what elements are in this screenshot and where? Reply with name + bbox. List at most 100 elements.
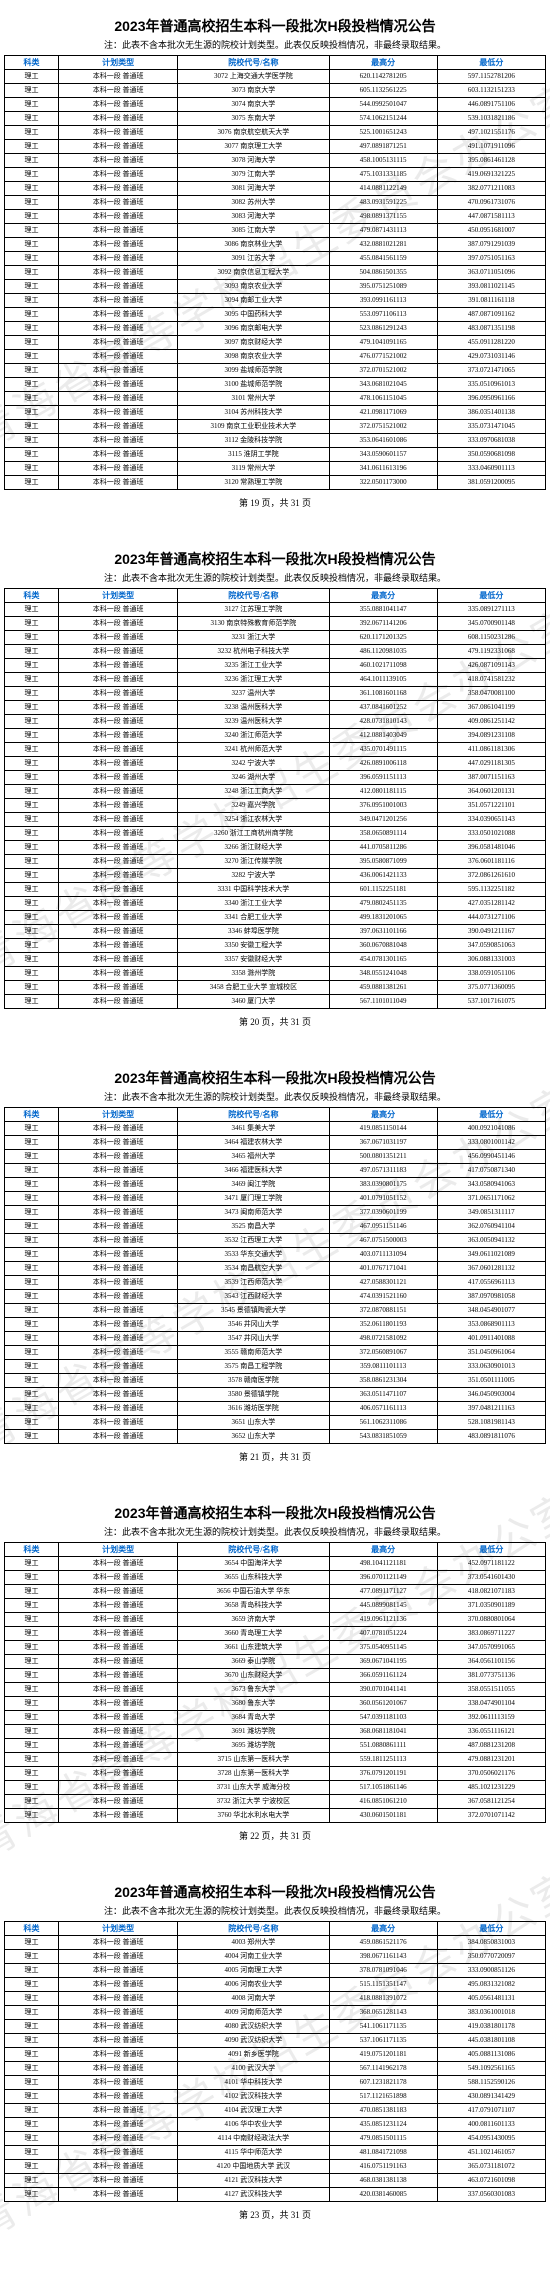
table-cell: 本科一段 普通班 [59,911,178,925]
table-row: 理工本科一段 普通班3099 盐城师范学院372.0701521002373.0… [5,364,546,378]
table-cell: 419.0381801178 [437,2020,545,2034]
table-cell: 本科一段 普通班 [59,140,178,154]
table-row: 理工本科一段 普通班3094 南邮工业大学393.0991161113391.0… [5,294,546,308]
table-row: 理工本科一段 普通班3358 滁州学院348.0551241048338.059… [5,967,546,981]
column-header: 科类 [5,1922,59,1936]
table-row: 理工本科一段 普通班3241 杭州师范大学435.0701491115411.0… [5,743,546,757]
table-cell: 370.0506021176 [437,1767,545,1781]
table-cell: 本科一段 普通班 [59,1276,178,1290]
table-cell: 333.0630901013 [437,1360,545,1374]
table-cell: 本科一段 普通班 [59,1753,178,1767]
table-cell: 理工 [5,1234,59,1248]
table-row: 理工本科一段 普通班3282 宁波大学436.0061421133372.086… [5,869,546,883]
table-cell: 本科一段 普通班 [59,1220,178,1234]
table-cell: 3073 南京大学 [178,84,329,98]
table-cell: 3248 浙江工商大学 [178,785,329,799]
table-cell: 372.0701071142 [437,1809,545,1823]
table-cell: 4091 新乡医学院 [178,2048,329,2062]
table-cell: 470.0961731076 [437,196,545,210]
table-row: 理工本科一段 普通班4091 新乡医学院419.0751201181405.08… [5,2048,546,2062]
table-cell: 456.0990451146 [437,1150,545,1164]
table-cell: 本科一段 普通班 [59,729,178,743]
table-cell: 理工 [5,2048,59,2062]
table-row: 理工本科一段 普通班4101 华中科技大学607.1231821178588.1… [5,2076,546,2090]
table-cell: 338.0474901104 [437,1697,545,1711]
table-cell: 本科一段 普通班 [59,2132,178,2146]
data-table: 科类计划类型院校代号/名称最高分最低分理工本科一段 普通班3461 集美大学41… [4,1107,546,1444]
table-cell: 本科一段 普通班 [59,336,178,350]
table-cell: 本科一段 普通班 [59,1992,178,2006]
table-row: 理工本科一段 普通班3254 浙江农林大学349.0471201256334.0… [5,813,546,827]
table-cell: 458.1005131115 [329,154,437,168]
table-cell: 理工 [5,1739,59,1753]
table-row: 理工本科一段 普通班4009 河南师范大学368.0651281143383.0… [5,2006,546,2020]
table-cell: 本科一段 普通班 [59,112,178,126]
table-cell: 337.0560301083 [437,2188,545,2202]
table-cell: 479.1192331068 [437,645,545,659]
table-cell: 本科一段 普通班 [59,925,178,939]
table-cell: 360.0561201067 [329,1697,437,1711]
table-cell: 420.0381460085 [329,2188,437,2202]
table-cell: 3075 东南大学 [178,112,329,126]
table-cell: 4127 武汉科技大学 [178,2188,329,2202]
table-cell: 理工 [5,1276,59,1290]
table-cell: 3340 浙江工业大学 [178,897,329,911]
table-cell: 理工 [5,2006,59,2020]
table-cell: 3081 河海大学 [178,182,329,196]
table-cell: 理工 [5,1936,59,1950]
table-cell: 525.1001651243 [329,126,437,140]
table-cell: 341.0611613196 [329,462,437,476]
table-cell: 理工 [5,448,59,462]
table-cell: 392.0611113159 [437,1711,545,1725]
table-cell: 416.0751191163 [329,2160,437,2174]
table-cell: 363.0511471107 [329,1388,437,1402]
table-row: 理工本科一段 普通班3464 福建农林大学367.0671031197333.0… [5,1136,546,1150]
table-cell: 3465 福州大学 [178,1150,329,1164]
table-cell: 384.0850831003 [437,1936,545,1950]
table-cell: 360.0670881048 [329,939,437,953]
table-cell: 495.0831321082 [437,1978,545,1992]
table-cell: 理工 [5,827,59,841]
table-cell: 3760 华北水利水电大学 [178,1809,329,1823]
table-cell: 3350 安徽工程大学 [178,939,329,953]
table-cell: 454.0951430095 [437,2132,545,2146]
table-cell: 4121 武汉科技大学 [178,2174,329,2188]
table-row: 理工本科一段 普通班3075 东南大学574.1062151244539.103… [5,112,546,126]
table-row: 理工本科一段 普通班4114 中南财经政法大学479.0851501115454… [5,2132,546,2146]
table-cell: 4004 河南工业大学 [178,1950,329,1964]
table-cell: 本科一段 普通班 [59,168,178,182]
table-cell: 483.0891811076 [437,1430,545,1444]
table-cell: 理工 [5,1164,59,1178]
table-cell: 441.0705811286 [329,841,437,855]
table-cell: 本科一段 普通班 [59,1136,178,1150]
table-row: 理工本科一段 普通班3266 浙江财经大学441.0705811286396.0… [5,841,546,855]
page-number: 第 22 页，共 31 页 [4,1829,546,1842]
data-table: 科类计划类型院校代号/名称最高分最低分理工本科一段 普通班4003 郑州大学45… [4,1921,546,2202]
table-row: 理工本科一段 普通班3728 山东第一医科大学376.0791201191370… [5,1767,546,1781]
table-cell: 理工 [5,462,59,476]
table-cell: 本科一段 普通班 [59,995,178,1009]
table-cell: 418.0881391072 [329,1992,437,2006]
table-row: 理工本科一段 普通班3469 闽江学院383.0390801175343.058… [5,1178,546,1192]
table-cell: 本科一段 普通班 [59,392,178,406]
table-row: 理工本科一段 普通班3104 苏州科技大学421.0981171069386.0… [5,406,546,420]
table-cell: 359.0811101113 [329,1360,437,1374]
table-row: 理工本科一段 普通班4127 武汉科技大学420.0381460085337.0… [5,2188,546,2202]
table-cell: 517.1121651898 [329,2090,437,2104]
table-cell: 620.1171201325 [329,631,437,645]
table-row: 理工本科一段 普通班3237 温州大学361.1081601168358.047… [5,687,546,701]
table-cell: 本科一段 普通班 [59,126,178,140]
table-cell: 553.0971106113 [329,308,437,322]
table-cell: 理工 [5,925,59,939]
table-cell: 3282 宁波大学 [178,869,329,883]
table-row: 理工本科一段 普通班3680 鲁东大学360.0561201067338.047… [5,1697,546,1711]
table-row: 理工本科一段 普通班3341 合肥工业大学499.1831201065444.0… [5,911,546,925]
table-cell: 498.0891371155 [329,210,437,224]
table-cell: 3235 浙江工业大学 [178,659,329,673]
table-cell: 本科一段 普通班 [59,1178,178,1192]
table-cell: 本科一段 普通班 [59,1964,178,1978]
table-cell: 3093 南京农业大学 [178,280,329,294]
table-cell: 364.0561101156 [437,1655,545,1669]
table-cell: 4009 河南师范大学 [178,2006,329,2020]
table-cell: 4006 河南农业大学 [178,1978,329,1992]
